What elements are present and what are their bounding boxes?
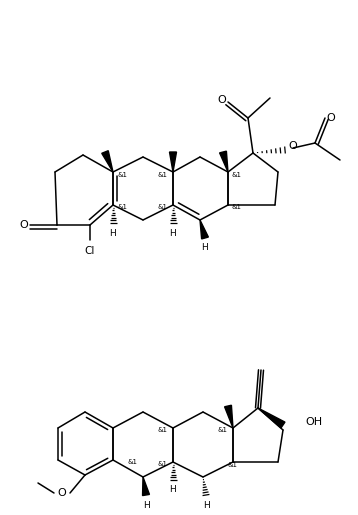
- Text: &1: &1: [218, 427, 228, 433]
- Polygon shape: [142, 477, 149, 495]
- Polygon shape: [224, 405, 233, 428]
- Text: H: H: [203, 501, 209, 509]
- Text: O: O: [218, 95, 226, 105]
- Text: &1: &1: [232, 204, 242, 210]
- Polygon shape: [200, 220, 208, 239]
- Polygon shape: [219, 151, 228, 172]
- Text: &1: &1: [228, 462, 238, 468]
- Text: O: O: [288, 141, 297, 151]
- Text: &1: &1: [117, 204, 127, 210]
- Text: &1: &1: [158, 461, 168, 467]
- Text: H: H: [142, 501, 149, 509]
- Text: O: O: [20, 220, 28, 230]
- Polygon shape: [102, 151, 113, 172]
- Text: H: H: [110, 229, 116, 237]
- Text: O: O: [58, 488, 66, 498]
- Text: O: O: [326, 113, 335, 123]
- Text: H: H: [170, 486, 176, 494]
- Text: &1: &1: [127, 459, 137, 465]
- Text: &1: &1: [158, 204, 168, 210]
- Text: H: H: [202, 244, 208, 252]
- Text: Cl: Cl: [85, 246, 95, 256]
- Text: &1: &1: [117, 172, 127, 178]
- Text: H: H: [170, 229, 176, 237]
- Text: OH: OH: [305, 417, 322, 427]
- Text: &1: &1: [158, 172, 168, 178]
- Polygon shape: [169, 152, 176, 172]
- Polygon shape: [258, 408, 285, 428]
- Text: &1: &1: [232, 172, 242, 178]
- Text: &1: &1: [158, 427, 168, 433]
